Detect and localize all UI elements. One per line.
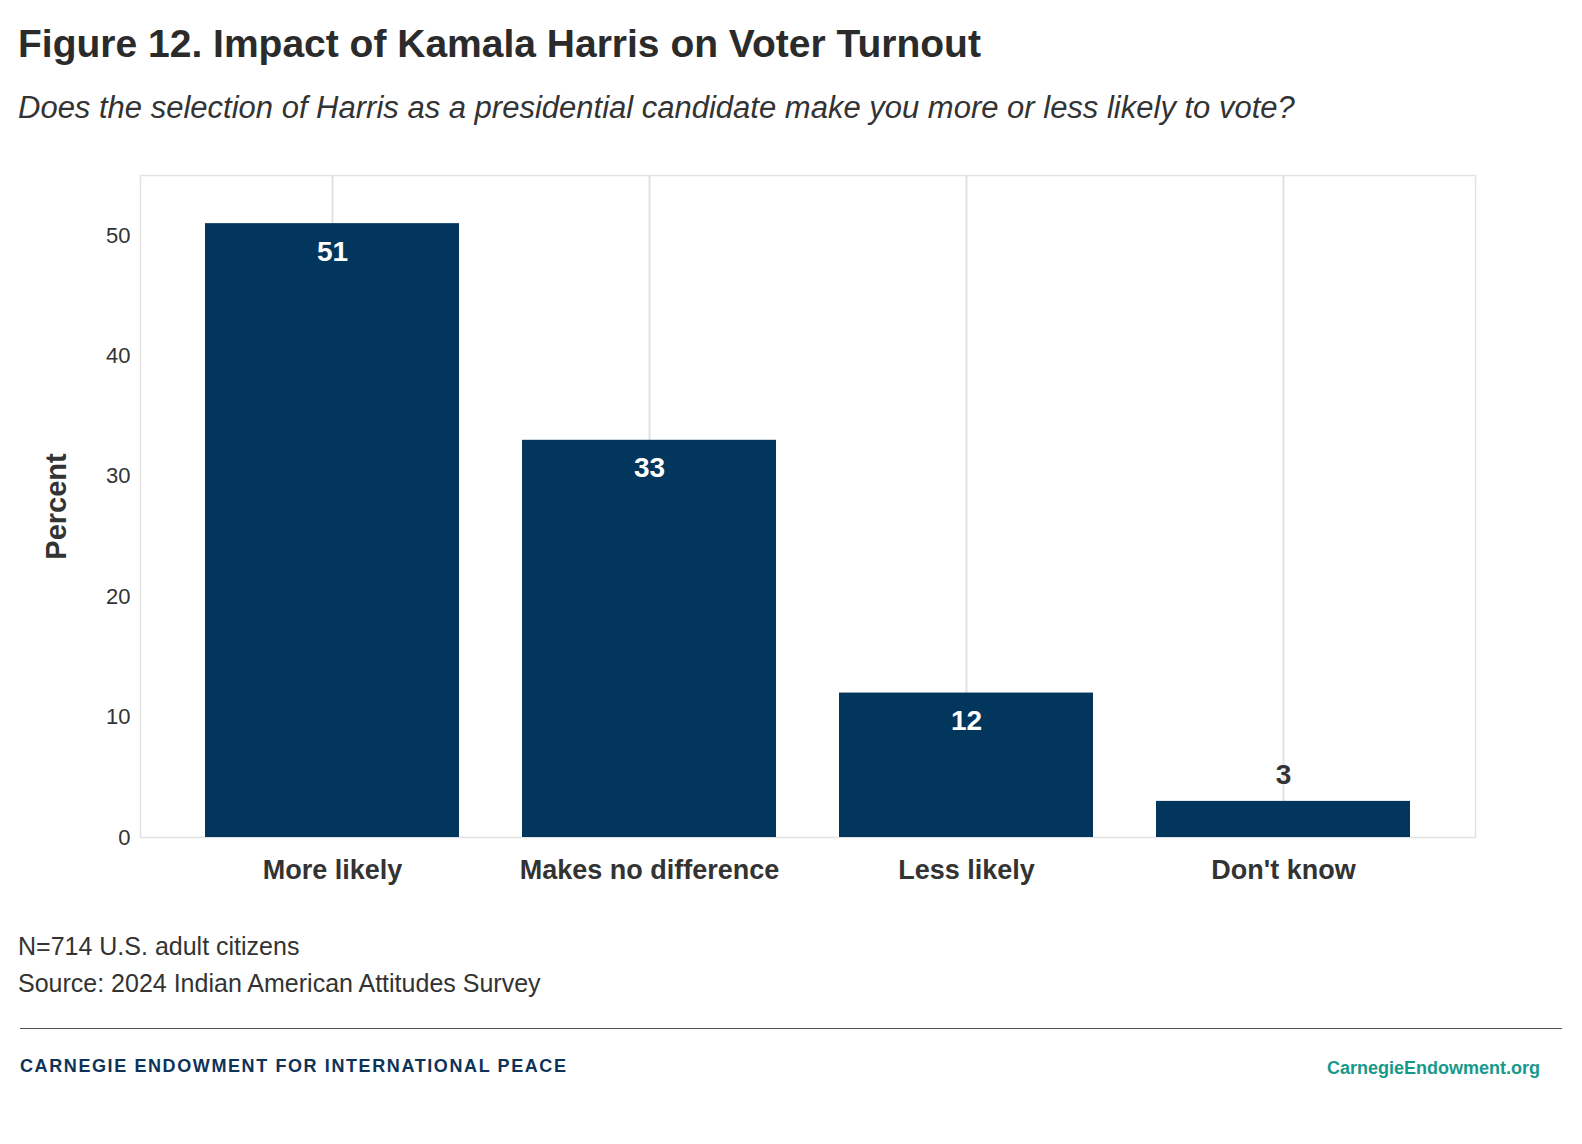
svg-text:Less likely: Less likely bbox=[898, 855, 1035, 885]
svg-text:3: 3 bbox=[1276, 759, 1292, 790]
svg-text:51: 51 bbox=[317, 236, 348, 267]
html-text:Does the selection of Harris a: Does the selection of Harris as a presid… bbox=[18, 90, 1295, 125]
svg-text:33: 33 bbox=[634, 452, 665, 483]
svg-text:Don't know: Don't know bbox=[1211, 855, 1356, 885]
svg-text:10: 10 bbox=[106, 704, 130, 729]
html-text:CARNEGIE ENDOWMENT FOR INTERNA: CARNEGIE ENDOWMENT FOR INTERNATIONAL PEA… bbox=[20, 1056, 568, 1076]
html-text:Source: 2024 Indian American A: Source: 2024 Indian American Attitudes S… bbox=[18, 969, 541, 997]
svg-text:20: 20 bbox=[106, 584, 130, 609]
svg-text:0: 0 bbox=[118, 825, 130, 850]
svg-text:50: 50 bbox=[106, 223, 130, 248]
html-text:N=714 U.S. adult citizens: N=714 U.S. adult citizens bbox=[18, 932, 300, 960]
svg-text:Percent: Percent bbox=[40, 453, 72, 560]
svg-text:Makes no difference: Makes no difference bbox=[520, 855, 780, 885]
svg-text:30: 30 bbox=[106, 463, 130, 488]
svg-text:40: 40 bbox=[106, 343, 130, 368]
html-text:CarnegieEndowment.org: CarnegieEndowment.org bbox=[1327, 1058, 1540, 1078]
html-text:Figure 12. Impact of Kamala Ha: Figure 12. Impact of Kamala Harris on Vo… bbox=[18, 22, 981, 65]
svg-text:12: 12 bbox=[951, 705, 982, 736]
svg-text:More likely: More likely bbox=[263, 855, 403, 885]
